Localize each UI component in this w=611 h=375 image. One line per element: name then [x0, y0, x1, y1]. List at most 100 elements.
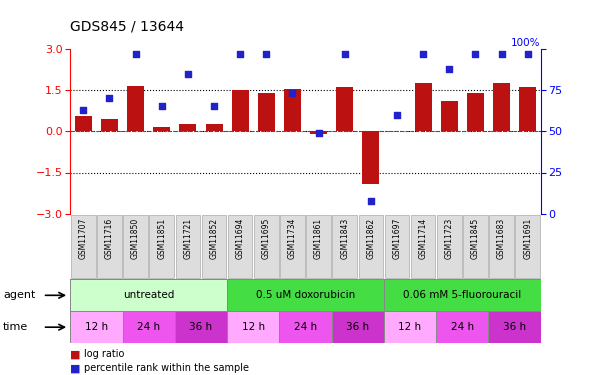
Bar	[123, 311, 175, 343]
Text: 36 h: 36 h	[503, 322, 526, 332]
Bar	[280, 215, 305, 278]
Bar	[385, 215, 409, 278]
Bar	[75, 116, 92, 131]
Bar	[359, 215, 383, 278]
Bar	[254, 215, 279, 278]
Bar	[463, 215, 488, 278]
Bar	[306, 215, 331, 278]
Bar	[258, 93, 275, 131]
Bar	[437, 215, 461, 278]
Text: 12 h: 12 h	[85, 322, 108, 332]
Bar	[516, 215, 540, 278]
Bar	[71, 215, 95, 278]
Text: 100%: 100%	[511, 38, 541, 48]
Point	[497, 51, 507, 57]
Bar	[436, 311, 488, 343]
Text: GSM11852: GSM11852	[210, 217, 219, 259]
Bar	[180, 123, 196, 131]
Bar	[70, 279, 227, 311]
Text: 36 h: 36 h	[346, 322, 369, 332]
Text: GSM11691: GSM11691	[523, 217, 532, 259]
Point	[288, 90, 298, 96]
Bar	[489, 215, 514, 278]
Bar	[97, 215, 122, 278]
Bar	[123, 215, 148, 278]
Text: GSM11695: GSM11695	[262, 217, 271, 259]
Bar	[519, 87, 536, 131]
Bar	[150, 215, 174, 278]
Point	[366, 198, 376, 204]
Text: GSM11697: GSM11697	[392, 217, 401, 259]
Text: 24 h: 24 h	[137, 322, 160, 332]
Text: GSM11851: GSM11851	[157, 217, 166, 259]
Text: GSM11843: GSM11843	[340, 217, 349, 259]
Point	[78, 107, 88, 113]
Bar	[175, 311, 227, 343]
Text: GSM11845: GSM11845	[471, 217, 480, 259]
Text: GDS845 / 13644: GDS845 / 13644	[70, 20, 185, 34]
Bar	[488, 311, 541, 343]
Text: GSM11861: GSM11861	[314, 217, 323, 259]
Text: 0.5 uM doxorubicin: 0.5 uM doxorubicin	[256, 290, 355, 300]
Text: 12 h: 12 h	[242, 322, 265, 332]
Bar	[441, 101, 458, 131]
Text: 12 h: 12 h	[398, 322, 422, 332]
Bar	[384, 311, 436, 343]
Text: 24 h: 24 h	[294, 322, 317, 332]
Text: untreated: untreated	[123, 290, 174, 300]
Text: GSM11683: GSM11683	[497, 217, 506, 259]
Bar	[227, 311, 279, 343]
Text: GSM11862: GSM11862	[367, 217, 375, 259]
Bar	[101, 119, 118, 131]
Bar	[332, 311, 384, 343]
Bar	[332, 215, 357, 278]
Bar	[202, 215, 226, 278]
Bar	[467, 93, 484, 131]
Point	[444, 66, 454, 72]
Bar	[175, 215, 200, 278]
Point	[183, 70, 193, 76]
Bar	[232, 90, 249, 131]
Bar	[228, 215, 252, 278]
Bar	[205, 124, 222, 131]
Bar	[415, 83, 431, 131]
Text: 24 h: 24 h	[451, 322, 474, 332]
Bar	[153, 127, 170, 131]
Text: percentile rank within the sample: percentile rank within the sample	[84, 363, 249, 373]
Point	[523, 51, 533, 57]
Bar	[411, 215, 436, 278]
Text: 0.06 mM 5-fluorouracil: 0.06 mM 5-fluorouracil	[403, 290, 521, 300]
Bar	[310, 131, 327, 134]
Bar	[284, 88, 301, 131]
Text: 36 h: 36 h	[189, 322, 213, 332]
Point	[392, 112, 402, 118]
Text: GSM11694: GSM11694	[236, 217, 244, 259]
Text: ■: ■	[70, 350, 81, 359]
Point	[235, 51, 245, 57]
Text: GSM11721: GSM11721	[183, 217, 192, 259]
Text: GSM11850: GSM11850	[131, 217, 140, 259]
Text: GSM11723: GSM11723	[445, 217, 454, 259]
Bar	[362, 131, 379, 183]
Text: GSM11707: GSM11707	[79, 217, 88, 259]
Point	[209, 104, 219, 110]
Point	[262, 51, 271, 57]
Point	[157, 104, 167, 110]
Text: GSM11734: GSM11734	[288, 217, 297, 259]
Point	[419, 51, 428, 57]
Bar	[493, 83, 510, 131]
Text: log ratio: log ratio	[84, 350, 124, 359]
Point	[131, 51, 141, 57]
Text: GSM11714: GSM11714	[419, 217, 428, 259]
Text: GSM11716: GSM11716	[105, 217, 114, 259]
Point	[313, 130, 323, 136]
Bar	[227, 279, 384, 311]
Text: time: time	[3, 322, 28, 332]
Text: agent: agent	[3, 290, 35, 300]
Point	[470, 51, 480, 57]
Bar	[384, 279, 541, 311]
Text: ■: ■	[70, 363, 81, 373]
Bar	[127, 86, 144, 131]
Bar	[336, 87, 353, 131]
Point	[340, 51, 349, 57]
